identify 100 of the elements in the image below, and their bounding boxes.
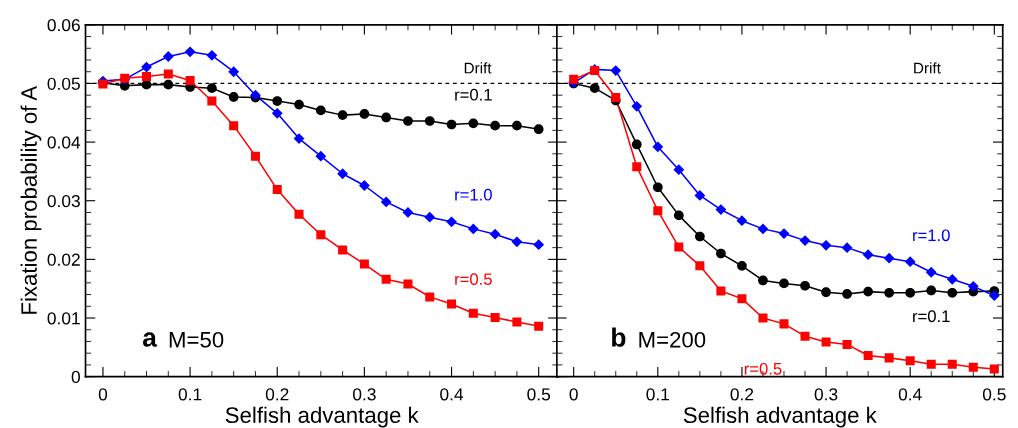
point xyxy=(737,294,747,304)
x-tick-label: 0.2 xyxy=(730,388,754,401)
y-tick-label: 0.06 xyxy=(47,18,80,32)
point xyxy=(715,204,727,215)
y-tick-label: 0 xyxy=(71,370,80,384)
annotation: a xyxy=(142,332,158,347)
point xyxy=(842,339,852,349)
point xyxy=(489,228,501,240)
point xyxy=(229,121,239,131)
series-label: r=1.0 xyxy=(913,229,950,242)
point xyxy=(533,124,544,135)
point xyxy=(947,287,958,298)
point xyxy=(904,256,916,268)
point xyxy=(294,99,304,110)
point xyxy=(821,287,831,298)
point xyxy=(883,252,895,264)
point xyxy=(424,211,436,223)
point xyxy=(315,150,327,162)
point xyxy=(884,353,894,363)
point xyxy=(947,359,957,369)
x-axis-title: Selfish advantage k xyxy=(225,406,419,428)
point xyxy=(842,289,852,299)
point xyxy=(206,49,218,61)
x-tick-label: 0 xyxy=(98,388,108,401)
series-label: r=0.1 xyxy=(455,88,492,101)
point xyxy=(228,66,240,78)
point xyxy=(424,116,435,126)
x-tick-label: 0 xyxy=(569,388,578,401)
x-tick-label: 0.4 xyxy=(898,388,922,401)
point xyxy=(271,107,283,119)
x-tick-label: 0.2 xyxy=(265,388,289,401)
point xyxy=(737,260,747,271)
point xyxy=(841,242,853,254)
x-tick-label: 0.3 xyxy=(353,388,376,401)
annotation: M=200 xyxy=(639,331,706,348)
point xyxy=(736,215,748,227)
point xyxy=(381,274,391,284)
x-tick-label: 0.1 xyxy=(178,388,202,401)
ref-line-label: Drift xyxy=(914,62,941,74)
point xyxy=(695,261,705,271)
point xyxy=(250,151,260,161)
point xyxy=(631,139,642,150)
point xyxy=(490,120,500,131)
point xyxy=(779,278,789,289)
series-label: r=1.0 xyxy=(455,188,492,201)
point xyxy=(446,119,457,130)
point xyxy=(758,275,768,286)
point xyxy=(512,317,522,327)
y-tick-label: 0.03 xyxy=(47,194,80,208)
series-label: r=0.1 xyxy=(913,310,950,323)
point xyxy=(779,319,789,329)
point xyxy=(989,364,999,374)
point xyxy=(316,230,326,240)
point xyxy=(905,287,916,298)
point xyxy=(468,308,478,318)
point xyxy=(821,337,831,347)
point xyxy=(380,196,392,208)
point xyxy=(315,105,326,116)
point xyxy=(694,190,706,201)
point xyxy=(533,239,545,251)
annotation: M=50 xyxy=(169,331,224,348)
point xyxy=(185,76,195,86)
x-tick-label: 0.5 xyxy=(527,388,551,401)
series-label: r=0.5 xyxy=(455,273,492,286)
point xyxy=(184,46,196,58)
point xyxy=(652,141,664,153)
point xyxy=(403,279,413,289)
point xyxy=(988,290,1000,302)
point xyxy=(162,51,174,62)
series-label: r=0.5 xyxy=(744,362,782,375)
point xyxy=(163,69,173,79)
point xyxy=(294,209,304,219)
point xyxy=(905,356,915,366)
point xyxy=(425,292,435,302)
point xyxy=(926,285,937,296)
point xyxy=(757,223,769,235)
x-tick-label: 0.4 xyxy=(440,388,464,401)
y-tick-label: 0.01 xyxy=(47,312,80,325)
point xyxy=(228,92,239,102)
point xyxy=(589,83,600,94)
ref-line-label: Drift xyxy=(464,62,492,74)
point xyxy=(359,109,370,119)
point xyxy=(863,286,873,297)
point xyxy=(799,235,811,247)
point xyxy=(490,312,500,322)
point xyxy=(163,79,174,90)
point xyxy=(403,116,413,126)
point xyxy=(946,273,958,285)
point xyxy=(862,249,874,261)
point xyxy=(631,100,643,112)
x-tick-label: 0.5 xyxy=(982,388,1006,401)
point xyxy=(673,164,685,176)
point xyxy=(337,168,349,180)
point xyxy=(674,242,684,252)
y-tick-label: 0.04 xyxy=(47,136,81,149)
annotation: b xyxy=(612,327,626,347)
x-axis-title: Selfish advantage k xyxy=(683,406,877,428)
point xyxy=(800,280,810,291)
point xyxy=(468,118,479,129)
y-tick-label: 0.05 xyxy=(47,77,80,90)
